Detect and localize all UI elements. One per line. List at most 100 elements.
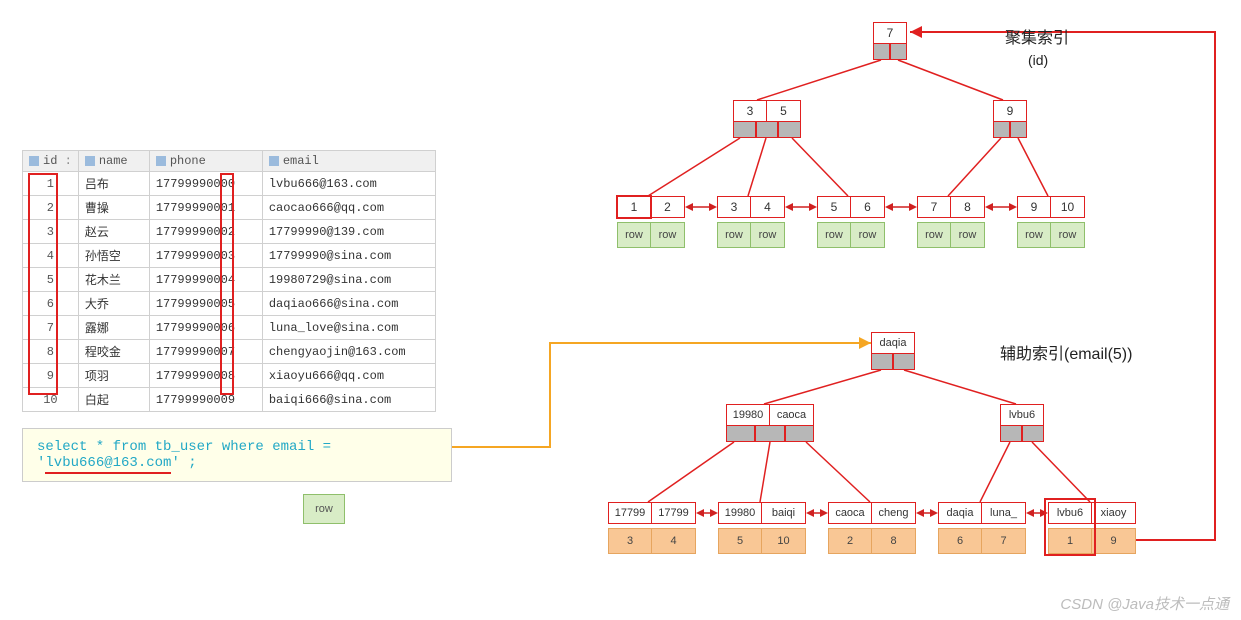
clustered-mid-1: 9 — [993, 100, 1027, 122]
label-clustered-index: 聚集索引 — [1005, 24, 1069, 48]
node-key: lvbu6 — [1000, 404, 1044, 426]
clustered-leaf-3: 78 — [917, 196, 985, 218]
leaf-data: rowrow — [717, 222, 785, 248]
leaf-value: row — [617, 222, 651, 248]
node-pointers — [733, 122, 801, 138]
sql-text-suffix: ' ; — [171, 455, 196, 471]
leaf-key: 19980 — [718, 502, 762, 524]
node-pointers — [726, 426, 814, 442]
cell: xiaoyu666@qq.com — [262, 364, 435, 388]
leaf-data: rowrow — [1017, 222, 1085, 248]
leaf-key: 6 — [851, 196, 885, 218]
cell: 17799990005 — [149, 292, 262, 316]
row-legend-label: row — [315, 503, 333, 515]
leaf-value: row — [917, 222, 951, 248]
secondary-leaf-4: lvbu6xiaoy — [1048, 502, 1136, 524]
cell: baiqi666@sina.com — [262, 388, 435, 412]
cell: 9 — [23, 364, 79, 388]
clustered-root: 7 — [873, 22, 907, 44]
cell: 17799990006 — [149, 316, 262, 340]
cell: 7 — [23, 316, 79, 340]
secondary-mid-0: 19980caoca — [726, 404, 814, 426]
table-row: 9项羽17799990008xiaoyu666@qq.com — [23, 364, 436, 388]
node-key: caoca — [770, 404, 814, 426]
cell: 5 — [23, 268, 79, 292]
leaf-data: 19 — [1048, 528, 1136, 554]
leaf-value: row — [717, 222, 751, 248]
cell: chengyaojin@163.com — [262, 340, 435, 364]
node-pointers — [871, 354, 915, 370]
leaf-data: 510 — [718, 528, 806, 554]
node-pointers — [1000, 426, 1044, 442]
col-header-name: name — [78, 151, 149, 172]
node-key: 7 — [873, 22, 907, 44]
clustered-leaf-2: 56 — [817, 196, 885, 218]
leaf-key: 3 — [717, 196, 751, 218]
leaf-key: 9 — [1017, 196, 1051, 218]
cell: 17799990008 — [149, 364, 262, 388]
leaf-value: row — [1051, 222, 1085, 248]
cell: 程咬金 — [78, 340, 149, 364]
leaf-value: 5 — [718, 528, 762, 554]
node-key: 9 — [993, 100, 1027, 122]
leaf-key: 2 — [651, 196, 685, 218]
leaf-key: lvbu6 — [1048, 502, 1092, 524]
cell: lvbu666@163.com — [262, 172, 435, 196]
table-row: 8程咬金17799990007chengyaojin@163.com — [23, 340, 436, 364]
leaf-key: daqia — [938, 502, 982, 524]
secondary-root: daqia — [871, 332, 915, 354]
secondary-leaf-2: caocacheng — [828, 502, 916, 524]
leaf-value: 9 — [1092, 528, 1136, 554]
sql-text-value: lvbu666@163.com — [45, 455, 171, 474]
cell: 19980729@sina.com — [262, 268, 435, 292]
leaf-key: 8 — [951, 196, 985, 218]
leaf-key: 4 — [751, 196, 785, 218]
node-key: 5 — [767, 100, 801, 122]
cell: 大乔 — [78, 292, 149, 316]
cell: luna_love@sina.com — [262, 316, 435, 340]
leaf-value: 3 — [608, 528, 652, 554]
leaf-value: 10 — [762, 528, 806, 554]
cell: 17799990003 — [149, 244, 262, 268]
label-clustered-id: (id) — [1028, 52, 1048, 68]
watermark: CSDN @Java技术一点通 — [1060, 593, 1229, 614]
clustered-mid-0: 35 — [733, 100, 801, 122]
cell: daqiao666@sina.com — [262, 292, 435, 316]
cell: 6 — [23, 292, 79, 316]
node-pointers — [873, 44, 907, 60]
node-key: 19980 — [726, 404, 770, 426]
leaf-key: 1 — [617, 196, 651, 218]
cell: 17799990001 — [149, 196, 262, 220]
leaf-data: rowrow — [617, 222, 685, 248]
cell: 17799990@sina.com — [262, 244, 435, 268]
cell: 3 — [23, 220, 79, 244]
leaf-data: rowrow — [817, 222, 885, 248]
sql-query-box: select * from tb_user where email = 'lvb… — [22, 428, 452, 482]
cell: 曹操 — [78, 196, 149, 220]
leaf-value: 2 — [828, 528, 872, 554]
leaf-key: 10 — [1051, 196, 1085, 218]
secondary-leaf-1: 19980baiqi — [718, 502, 806, 524]
clustered-leaf-4: 910 — [1017, 196, 1085, 218]
cell: 孙悟空 — [78, 244, 149, 268]
table-row: 10白起17799990009baiqi666@sina.com — [23, 388, 436, 412]
leaf-value: row — [951, 222, 985, 248]
table-row: 5花木兰1779999000419980729@sina.com — [23, 268, 436, 292]
table-row: 3赵云1779999000217799990@139.com — [23, 220, 436, 244]
leaf-value: 7 — [982, 528, 1026, 554]
cell: 17799990000 — [149, 172, 262, 196]
cell: 赵云 — [78, 220, 149, 244]
cell: 17799990007 — [149, 340, 262, 364]
cell: 17799990009 — [149, 388, 262, 412]
leaf-key: 7 — [917, 196, 951, 218]
cell: 露娜 — [78, 316, 149, 340]
cell: 项羽 — [78, 364, 149, 388]
leaf-data: rowrow — [917, 222, 985, 248]
leaf-key: 5 — [817, 196, 851, 218]
clustered-leaf-0: 12 — [617, 196, 685, 218]
table-row: 1吕布17799990000lvbu666@163.com — [23, 172, 436, 196]
leaf-data: 28 — [828, 528, 916, 554]
row-legend: row — [303, 494, 345, 524]
leaf-key: caoca — [828, 502, 872, 524]
cell: 4 — [23, 244, 79, 268]
